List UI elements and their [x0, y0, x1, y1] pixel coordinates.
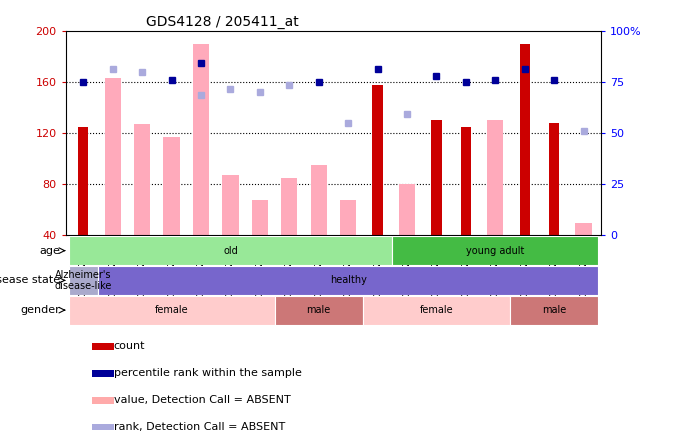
Bar [93, 424, 114, 430]
Text: gender: gender [20, 305, 59, 315]
Bar [399, 184, 415, 235]
Text: healthy: healthy [330, 275, 366, 285]
Text: value, Detection Call = ABSENT: value, Detection Call = ABSENT [114, 395, 291, 405]
Text: young adult: young adult [466, 246, 524, 256]
Bar [252, 200, 268, 235]
Bar [510, 296, 598, 325]
Bar [193, 44, 209, 235]
Bar [68, 266, 98, 295]
Text: count: count [114, 341, 145, 351]
Bar [310, 165, 327, 235]
Text: percentile rank within the sample: percentile rank within the sample [114, 368, 302, 378]
Bar [340, 200, 357, 235]
Text: disease state: disease state [0, 275, 59, 285]
Text: age: age [39, 246, 59, 256]
Bar [363, 296, 510, 325]
Bar [104, 78, 121, 235]
Text: male: male [542, 305, 566, 315]
Text: female: female [155, 305, 189, 315]
Text: female: female [419, 305, 453, 315]
Text: Alzheimer's
disease-like: Alzheimer's disease-like [55, 270, 112, 291]
Bar [274, 296, 363, 325]
Bar [392, 236, 598, 265]
Text: GDS4128 / 205411_at: GDS4128 / 205411_at [146, 15, 299, 29]
Bar [134, 124, 150, 235]
Bar [576, 222, 591, 235]
Bar [372, 85, 383, 235]
Bar [223, 175, 238, 235]
Bar [281, 178, 297, 235]
Text: male: male [307, 305, 331, 315]
Bar [68, 236, 392, 265]
Bar [431, 120, 442, 235]
Bar [93, 370, 114, 377]
Bar [461, 127, 471, 235]
Bar [520, 44, 530, 235]
Bar [93, 344, 114, 350]
Text: rank, Detection Call = ABSENT: rank, Detection Call = ABSENT [114, 422, 285, 432]
Bar [487, 120, 503, 235]
Text: old: old [223, 246, 238, 256]
Bar [68, 296, 274, 325]
Bar [549, 123, 559, 235]
Bar [78, 127, 88, 235]
Bar [164, 137, 180, 235]
Bar [93, 397, 114, 404]
